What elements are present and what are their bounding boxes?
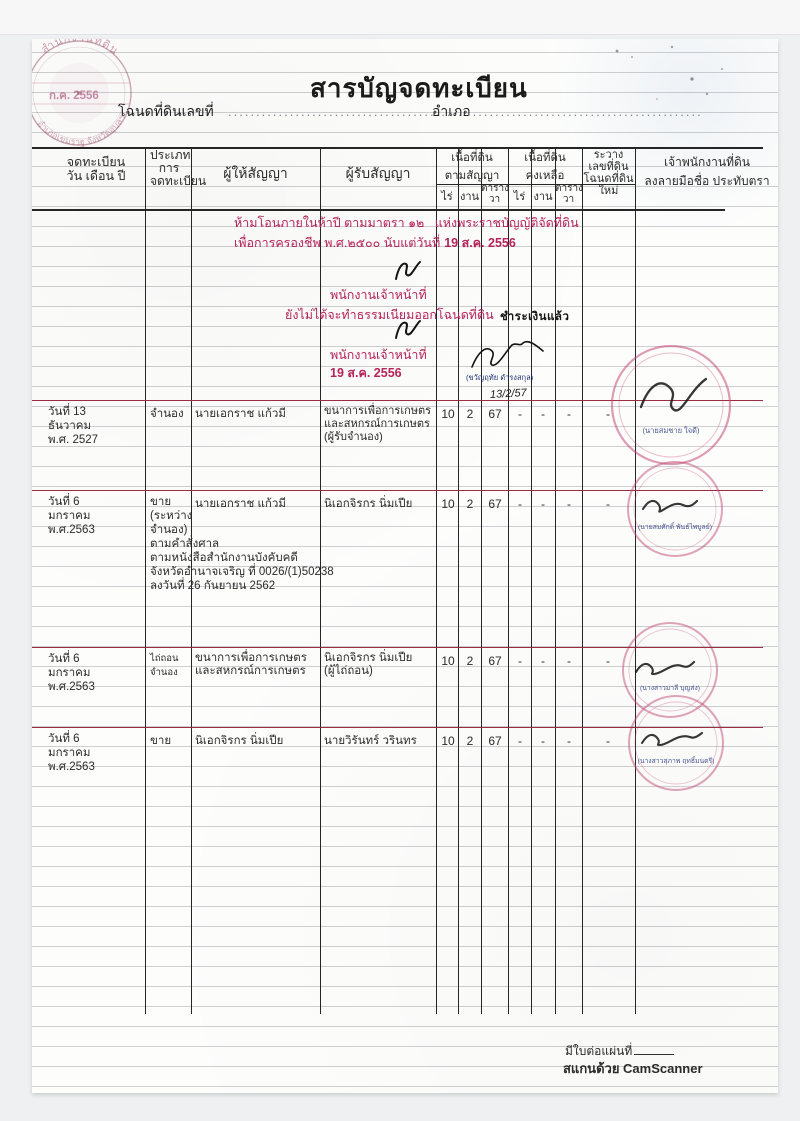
svg-text:(นายสมศักดิ์ พันธ์ไพบูลย์): (นายสมศักดิ์ พันธ์ไพบูลย์) <box>638 521 712 531</box>
svg-text:(นางสาวมาลี บุญส่ง): (นางสาวมาลี บุญส่ง) <box>640 684 700 692</box>
svg-text:สำนักงานที่ดิน: สำนักงานที่ดิน <box>39 39 120 58</box>
svg-text:(นายสมชาย ใจดี): (นายสมชาย ใจดี) <box>643 426 700 435</box>
svg-text:(นางสาวสุภาพ ฤทธิ์มนตรี): (นางสาวสุภาพ ฤทธิ์มนตรี) <box>638 755 715 765</box>
